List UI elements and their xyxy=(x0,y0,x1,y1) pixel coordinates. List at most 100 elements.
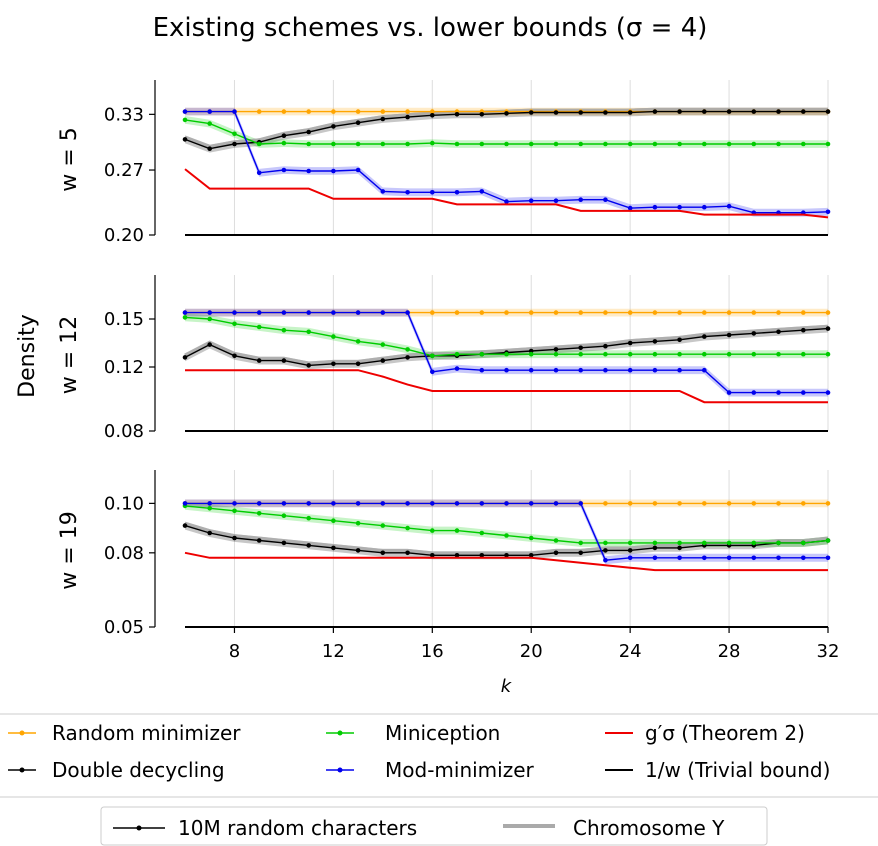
panel-label: w = 12 xyxy=(57,316,82,394)
data-point xyxy=(553,347,559,352)
data-point xyxy=(726,141,732,147)
panel-label: w = 5 xyxy=(57,127,82,191)
data-point xyxy=(801,109,806,114)
data-point xyxy=(528,310,534,315)
data-point xyxy=(627,310,633,315)
data-point xyxy=(776,141,781,147)
data-point xyxy=(677,367,682,373)
data-point xyxy=(603,343,608,349)
legend-marker xyxy=(19,767,25,773)
data-point xyxy=(603,548,608,553)
data-point xyxy=(702,109,707,114)
data-point xyxy=(677,501,682,506)
data-point xyxy=(454,501,460,506)
data-point xyxy=(801,540,806,546)
data-point xyxy=(652,540,658,546)
y-tick-label: 0.27 xyxy=(104,160,144,181)
panel-1: 0.33 0.27 0.20 w = 5 xyxy=(57,80,831,246)
data-point xyxy=(553,198,559,203)
data-point xyxy=(355,310,361,315)
data-point xyxy=(504,351,509,357)
data-point xyxy=(553,550,559,556)
data-point xyxy=(627,205,633,211)
data-point xyxy=(751,351,757,357)
data-point xyxy=(677,337,682,343)
data-point xyxy=(776,310,781,315)
data-point xyxy=(430,113,435,118)
data-point xyxy=(603,501,608,506)
data-point xyxy=(479,189,485,194)
data-point xyxy=(430,190,435,195)
x-tick-label: 24 xyxy=(619,641,642,662)
x-axis-label: k xyxy=(501,676,513,697)
data-point xyxy=(331,141,336,147)
series-line xyxy=(184,551,828,572)
data-point xyxy=(256,170,262,176)
data-point xyxy=(306,141,312,147)
data-point xyxy=(825,141,831,147)
density-ylabel: Density xyxy=(15,314,40,398)
data-point xyxy=(825,555,831,561)
data-point xyxy=(331,310,336,315)
data-point xyxy=(652,109,658,114)
data-point xyxy=(528,198,534,203)
data-point xyxy=(652,545,658,551)
data-point xyxy=(331,501,336,506)
data-point xyxy=(380,358,386,363)
data-point xyxy=(207,109,212,114)
data-point xyxy=(528,367,534,373)
data-point xyxy=(652,501,658,506)
data-point xyxy=(232,310,237,315)
data-point xyxy=(430,369,435,375)
data-point xyxy=(677,545,682,551)
data-point xyxy=(430,310,435,315)
data-point xyxy=(776,390,781,395)
data-point xyxy=(801,390,806,395)
data-point xyxy=(405,501,410,506)
data-point xyxy=(553,141,559,147)
data-point xyxy=(405,355,410,360)
y-tick-label: 0.05 xyxy=(104,617,144,638)
data-point xyxy=(726,310,732,315)
data-point xyxy=(331,545,336,551)
data-point xyxy=(751,540,757,546)
data-point xyxy=(702,555,707,561)
data-point xyxy=(504,111,509,116)
data-point xyxy=(578,540,583,546)
data-point xyxy=(801,327,806,333)
data-point xyxy=(256,511,262,516)
data-point xyxy=(603,197,608,202)
panels: 0.330.270.20w = 50.150.120.08w = 120.100… xyxy=(57,80,831,638)
data-point xyxy=(677,351,682,357)
panel-label: w = 19 xyxy=(57,511,82,589)
data-point xyxy=(603,141,608,147)
data-point xyxy=(702,334,707,339)
data-point xyxy=(603,110,608,115)
data-point xyxy=(603,557,608,563)
data-point xyxy=(702,310,707,315)
data-point xyxy=(207,501,212,506)
data-point xyxy=(504,199,509,204)
data-point xyxy=(281,140,287,146)
data-point xyxy=(207,310,212,315)
data-point xyxy=(306,168,312,174)
data-point xyxy=(380,109,386,114)
data-point xyxy=(306,363,312,368)
data-point xyxy=(256,501,262,506)
data-point xyxy=(726,390,732,395)
data-point xyxy=(256,538,262,543)
data-point xyxy=(528,348,534,354)
data-point xyxy=(553,310,559,315)
data-point xyxy=(454,528,460,533)
data-point xyxy=(751,310,757,315)
legend-label: 1/w (Trivial bound) xyxy=(645,758,830,782)
data-point xyxy=(677,310,682,315)
data-point xyxy=(306,109,312,114)
legend: Random minimizer Double decycling Minicept… xyxy=(0,713,878,846)
x-tick-label: 28 xyxy=(718,641,741,662)
data-point xyxy=(751,390,757,395)
data-point xyxy=(528,535,534,541)
data-point xyxy=(479,310,485,315)
data-point xyxy=(627,540,633,546)
data-point xyxy=(553,351,559,357)
